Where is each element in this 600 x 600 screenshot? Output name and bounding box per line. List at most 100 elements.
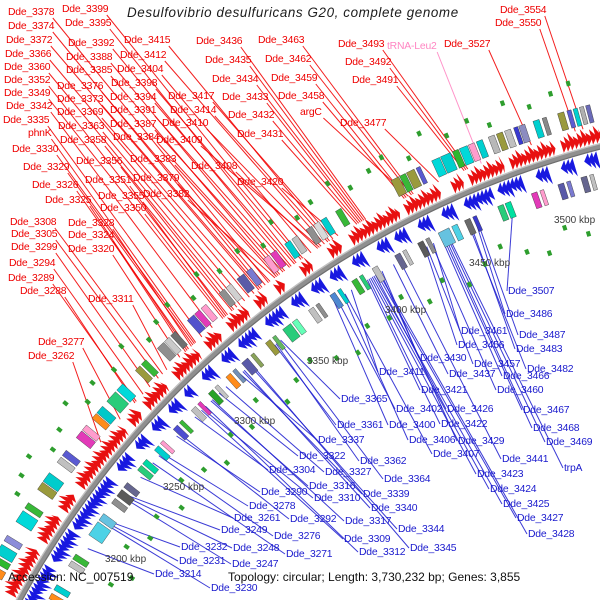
feature-block <box>111 498 129 513</box>
reverse-gene-arrow <box>84 503 101 515</box>
gene-callout-line <box>250 363 410 549</box>
forward-gene-arrow <box>204 336 216 349</box>
position-tick-label: 3250 kbp <box>163 482 205 493</box>
forward-gene-arrow <box>375 212 387 229</box>
feature-block <box>135 365 153 384</box>
gene-label-forward: Dde_3262 <box>28 351 75 362</box>
forward-gene-arrow <box>361 223 372 238</box>
forward-gene-arrow <box>384 210 395 225</box>
gene-label-forward: Dde_3355 <box>98 191 145 202</box>
feature-block <box>91 413 111 431</box>
gene-label-reverse: Dde_3214 <box>155 569 202 580</box>
gene-label-reverse: Dde_3411 <box>379 367 425 378</box>
feature-block <box>399 173 414 193</box>
forward-gene-arrow <box>228 312 241 327</box>
feature-block <box>390 176 407 197</box>
gene-callout-line <box>242 371 363 495</box>
gene-callout-line <box>426 246 474 365</box>
gene-label-reverse: Dde_3230 <box>211 583 258 594</box>
marker-dot <box>585 230 592 237</box>
gene-callout-line <box>225 386 325 473</box>
gene-callout-line <box>200 145 320 248</box>
marker-dot <box>260 242 267 249</box>
forward-gene-arrow <box>37 532 51 541</box>
reverse-gene-arrow <box>241 334 253 348</box>
marker-dot <box>426 298 433 305</box>
gene-callout-line <box>50 138 197 343</box>
forward-gene-arrow <box>527 145 537 163</box>
gene-callout-line <box>154 115 290 268</box>
feature-block <box>566 180 576 198</box>
gene-label-reverse: Dde_3402 <box>396 404 443 415</box>
gene-label-reverse: Dde_3425 <box>503 499 550 510</box>
marker-dot <box>223 459 231 467</box>
gene-label-forward: Dde_3462 <box>265 54 312 65</box>
reverse-gene-arrow <box>137 436 151 448</box>
gene-callout-line <box>47 125 203 338</box>
gene-callout-line <box>54 227 164 375</box>
gene-label-forward: Dde_3350 <box>100 203 147 214</box>
reverse-gene-arrow <box>119 458 133 470</box>
forward-gene-arrow <box>57 504 69 514</box>
gene-label-forward: Dde_3417 <box>168 91 215 102</box>
forward-gene-arrow <box>51 515 63 523</box>
gene-label-reverse: Dde_3317 <box>345 516 392 527</box>
marker-dot <box>200 466 208 473</box>
gene-label-reverse: Dde_3365 <box>341 394 388 405</box>
gene-callout-line <box>194 416 269 471</box>
forward-gene-arrow <box>152 387 164 399</box>
gene-label-reverse: Dde_3345 <box>410 543 457 554</box>
gene-callout-line <box>154 102 295 265</box>
gene-label-forward: Dde_3329 <box>23 162 70 173</box>
reverse-gene-arrow <box>140 433 156 447</box>
forward-gene-arrow <box>107 440 118 450</box>
feature-block <box>48 592 64 600</box>
gene-callout-line <box>446 236 546 443</box>
gene-label-reverse: Dde_3469 <box>546 437 593 448</box>
feature-block <box>214 384 229 400</box>
marker-dot <box>284 398 291 405</box>
forward-gene-arrow <box>226 317 238 330</box>
forward-gene-arrow <box>402 203 411 216</box>
forward-gene-arrow <box>545 144 554 158</box>
gene-callout-line <box>53 268 144 395</box>
gene-callout-line <box>384 128 439 183</box>
gene-callout-line <box>101 104 261 289</box>
reverse-gene-arrow <box>425 214 436 232</box>
reverse-gene-arrow <box>245 332 258 348</box>
gene-callout-line <box>55 239 159 379</box>
gene-label-reverse: Dde_3248 <box>233 543 280 554</box>
gene-callout-line <box>174 164 277 278</box>
forward-gene-arrow <box>11 574 25 583</box>
gene-callout-line <box>48 98 224 319</box>
feature-block <box>532 119 545 139</box>
gene-label-reverse: Dde_3429 <box>458 436 505 447</box>
feature-block <box>200 303 218 323</box>
reverse-gene-arrow <box>401 226 413 244</box>
gene-callout-line <box>125 496 233 549</box>
feature-block <box>37 481 58 500</box>
forward-gene-arrow <box>585 132 593 146</box>
reverse-gene-arrow <box>55 546 72 557</box>
position-tick-label: 3500 kbp <box>554 215 596 226</box>
forward-gene-arrow <box>90 460 102 470</box>
gene-label-forward: Dde_3374 <box>8 21 55 32</box>
gene-callout-line <box>424 247 458 346</box>
forward-gene-arrow <box>17 562 32 572</box>
marker-dot <box>524 248 530 256</box>
forward-gene-arrow <box>128 408 143 421</box>
gene-label-reverse: Dde_3486 <box>506 309 553 320</box>
feature-block <box>579 106 589 126</box>
marker-dot <box>486 121 493 129</box>
gene-label-forward: Dde_3436 <box>196 36 243 47</box>
forward-gene-arrow <box>549 140 556 157</box>
forward-gene-arrow <box>254 294 265 308</box>
reverse-gene-arrow <box>77 513 94 525</box>
reverse-gene-arrow <box>318 276 330 294</box>
gene-callout-line <box>373 275 503 505</box>
marker-dot <box>252 396 260 404</box>
feature-block <box>313 221 329 241</box>
marker-dot <box>398 293 405 301</box>
gene-label-forward: Dde_3395 <box>65 18 112 29</box>
forward-gene-arrow <box>17 558 34 568</box>
